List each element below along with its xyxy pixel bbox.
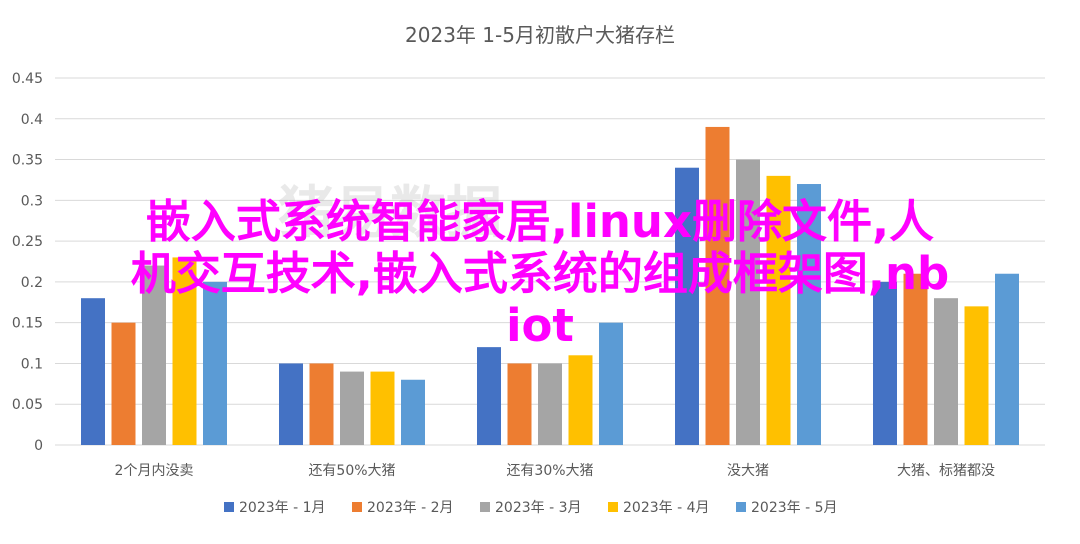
y-axis-tick-labels: 0 0.05 0.1 0.15 0.2 0.25 0.3 0.35 0.4 0.45 bbox=[12, 71, 43, 454]
bar bbox=[675, 167, 699, 445]
bar bbox=[477, 347, 501, 445]
y-tick-label: 0 bbox=[34, 438, 43, 454]
x-tick-label: 还有30%大猪 bbox=[506, 463, 593, 479]
x-tick-label: 还有50%大猪 bbox=[308, 463, 395, 479]
legend-swatch bbox=[736, 502, 746, 512]
bar bbox=[995, 273, 1019, 445]
x-tick-label: 2个月内没卖 bbox=[115, 463, 194, 479]
y-tick-label: 0.05 bbox=[12, 397, 43, 413]
bar bbox=[766, 175, 791, 445]
bar bbox=[538, 363, 562, 445]
bar bbox=[111, 322, 136, 445]
watermark-logo: 猪易数据 bbox=[278, 181, 502, 246]
y-tick-label: 0.1 bbox=[21, 356, 43, 372]
bar bbox=[599, 322, 623, 445]
bar bbox=[507, 363, 532, 445]
x-tick-label: 大猪、标猪都没 bbox=[897, 463, 995, 479]
bar bbox=[797, 184, 821, 445]
bar bbox=[81, 298, 105, 445]
bars bbox=[81, 126, 1019, 446]
bar bbox=[873, 281, 897, 445]
legend-swatch bbox=[480, 502, 490, 512]
y-tick-label: 0.2 bbox=[21, 275, 43, 291]
bar bbox=[705, 126, 730, 445]
bar bbox=[340, 371, 364, 445]
legend-swatch bbox=[352, 502, 362, 512]
chart-title: 2023年 1-5月初散户大猪存栏 bbox=[405, 23, 675, 47]
bar bbox=[934, 298, 958, 445]
bar bbox=[309, 363, 334, 445]
bar bbox=[172, 257, 197, 445]
y-tick-label: 0.35 bbox=[12, 153, 43, 169]
legend-label: 2023年 - 5月 bbox=[751, 500, 838, 516]
y-tick-label: 0.45 bbox=[12, 71, 43, 87]
legend-swatch bbox=[224, 502, 234, 512]
legend-swatch bbox=[608, 502, 618, 512]
legend-label: 2023年 - 2月 bbox=[367, 500, 454, 516]
legend-label: 2023年 - 1月 bbox=[239, 500, 326, 516]
x-axis-tick-labels: 2个月内没卖 还有50%大猪 还有30%大猪 没大猪 大猪、标猪都没 bbox=[115, 463, 995, 479]
bar bbox=[964, 306, 989, 445]
legend-label: 2023年 - 4月 bbox=[623, 500, 710, 516]
y-tick-label: 0.25 bbox=[12, 234, 43, 250]
bar bbox=[736, 159, 760, 446]
legend: 2023年 - 1月 2023年 - 2月 2023年 - 3月 2023年 - 4月… bbox=[224, 500, 838, 516]
y-tick-label: 0.4 bbox=[21, 112, 43, 128]
bar bbox=[401, 379, 425, 445]
bar bbox=[903, 273, 928, 445]
y-tick-label: 0.3 bbox=[21, 193, 43, 209]
bar bbox=[142, 265, 166, 445]
x-tick-label: 没大猪 bbox=[727, 463, 769, 479]
bar bbox=[568, 355, 593, 445]
bar bbox=[203, 281, 227, 445]
y-tick-label: 0.15 bbox=[12, 316, 43, 332]
bar bbox=[370, 371, 395, 445]
bar bbox=[279, 363, 303, 445]
legend-label: 2023年 - 3月 bbox=[495, 500, 582, 516]
